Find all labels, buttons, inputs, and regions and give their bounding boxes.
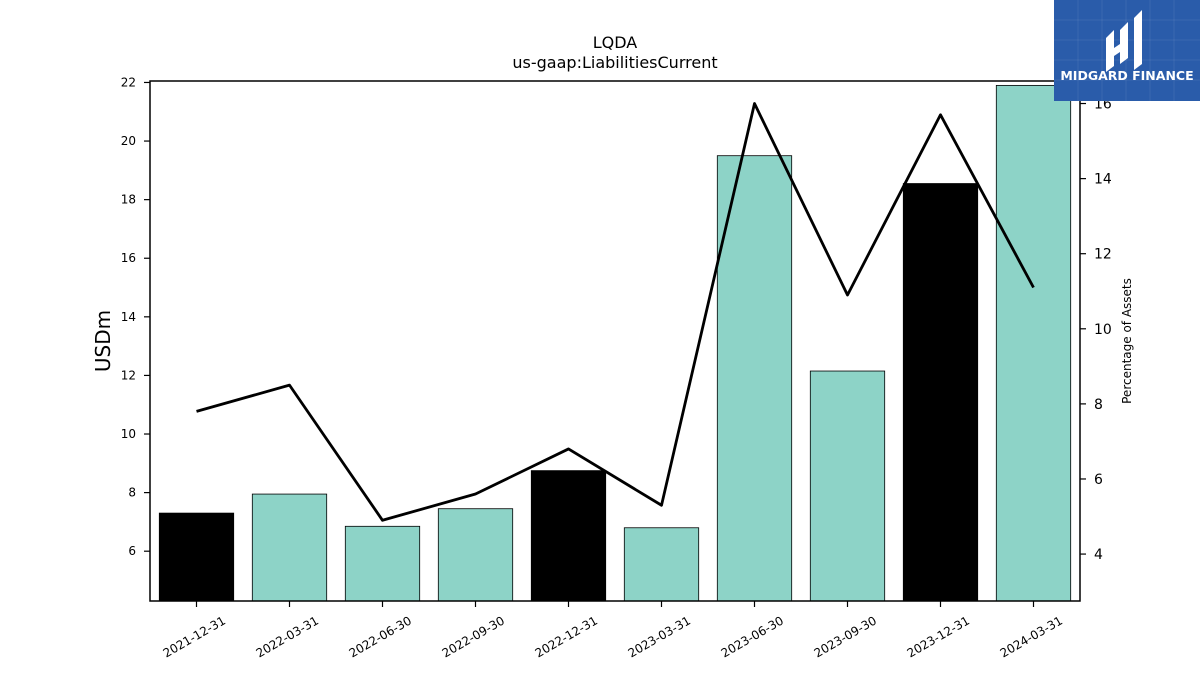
y2-axis-label: Percentage of Assets [1120,278,1134,404]
x-tick-label-2022-03-31: 2022-03-31 [254,613,321,660]
logo-text: MIDGARD FINANCE [1060,68,1193,83]
y2-tick-label-8: 8 [1094,397,1103,413]
y-tick-label-18: 18 [121,193,136,207]
line-layer [196,102,1035,522]
x-tick-label-2024-03-31: 2024-03-31 [998,613,1065,660]
y2-tick-label-6: 6 [1094,472,1103,488]
x-tick-label-2023-12-31: 2023-12-31 [905,613,972,660]
bars-layer [158,84,1072,602]
y2-tick-label-4: 4 [1094,547,1103,563]
y2-tick-label-14: 14 [1094,172,1112,188]
y-tick-label-6: 6 [128,544,136,558]
y2-tick-label-12: 12 [1094,247,1112,263]
y-tick-label-14: 14 [121,310,136,324]
logo-mark-icon [1106,10,1142,72]
plot-frame [149,80,1081,602]
y-axis-label: USDm [91,310,115,372]
line-series-percentage [196,102,1035,522]
y-tick-label-12: 12 [121,368,136,382]
y-tick-label-20: 20 [121,134,136,148]
bar-2023-03-31 [623,527,700,602]
bar-2021-12-31 [158,512,235,602]
y-tick-label-16: 16 [121,251,136,265]
x-tick-label-2021-12-31: 2021-12-31 [161,613,228,660]
y-tick-label-10: 10 [121,427,136,441]
chart-subtitle: us-gaap:LiabilitiesCurrent [512,53,717,72]
bar-2022-06-30 [344,525,421,602]
bar-2022-09-30 [437,508,514,602]
bar-2023-06-30 [716,155,793,602]
x-tick-label-2022-09-30: 2022-09-30 [440,613,507,660]
y-tick-label-8: 8 [128,486,136,500]
logo-svg: MIDGARD FINANCE [1054,0,1200,101]
x-tick-label-2023-06-30: 2023-06-30 [719,613,786,660]
bar-2022-12-31 [530,470,607,602]
x-tick-label-2022-06-30: 2022-06-30 [347,613,414,660]
bar-2022-03-31 [251,493,328,602]
bar-2023-12-31 [902,183,979,602]
chart-title: LQDA [593,33,638,52]
y2-tick-label-10: 10 [1094,322,1112,338]
x-tick-label-2022-12-31: 2022-12-31 [533,613,600,660]
x-tick-label-2023-03-31: 2023-03-31 [626,613,693,660]
brand-logo: MIDGARD FINANCE [1054,0,1200,101]
y-tick-label-22: 22 [121,75,136,89]
bar-2023-09-30 [809,370,886,602]
x-tick-label-2023-09-30: 2023-09-30 [812,613,879,660]
bar-2024-03-31 [995,84,1072,602]
